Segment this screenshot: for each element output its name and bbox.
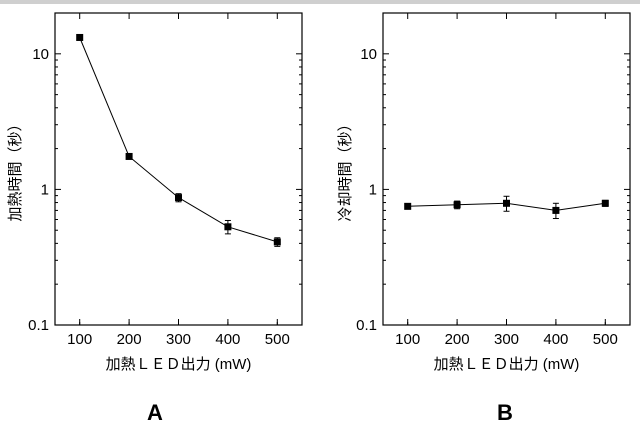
y-tick-label: 1 bbox=[369, 181, 377, 198]
data-point bbox=[552, 207, 559, 214]
data-point bbox=[503, 200, 510, 207]
x-tick-label: 300 bbox=[494, 331, 519, 348]
x-tick-label: 100 bbox=[67, 331, 92, 348]
x-axis-label: 加熱ＬＥＤ出力 (mW) bbox=[106, 356, 252, 373]
data-point bbox=[454, 201, 461, 208]
x-tick-label: 400 bbox=[215, 331, 240, 348]
y-tick-label: 0.1 bbox=[28, 317, 49, 334]
x-tick-label: 300 bbox=[166, 331, 191, 348]
y-axis-label: 冷却時間（秒） bbox=[337, 116, 354, 221]
y-tick-label: 10 bbox=[360, 46, 377, 63]
data-point bbox=[224, 223, 231, 230]
data-point bbox=[175, 194, 182, 201]
chart-panel-b: 100 200 300 400 500 0.1 1 10 加熱ＬＥＤ出力 (mW) 冷却時間（秒）… bbox=[337, 13, 630, 425]
data-point bbox=[126, 153, 133, 160]
series-line bbox=[80, 38, 278, 242]
y-tick-label: 0.1 bbox=[356, 317, 377, 334]
plot-frame bbox=[383, 13, 630, 325]
y-axis-label: 加熱時間（秒） bbox=[7, 116, 24, 221]
x-tick-label: 500 bbox=[593, 331, 618, 348]
x-tick-label: 200 bbox=[445, 331, 470, 348]
panel-label: B bbox=[497, 400, 513, 425]
x-tick-label: 200 bbox=[117, 331, 142, 348]
plot-frame bbox=[55, 13, 302, 325]
data-point bbox=[274, 238, 281, 245]
x-tick-label: 400 bbox=[543, 331, 568, 348]
data-point bbox=[602, 200, 609, 207]
x-tick-label: 500 bbox=[265, 331, 290, 348]
y-tick-label: 10 bbox=[32, 46, 49, 63]
chart-panel-a: 100 200 300 400 500 0.1 1 10 加熱ＬＥＤ出力 (mW) 加熱時間（秒）… bbox=[7, 13, 302, 425]
data-point bbox=[404, 203, 411, 210]
panel-label: A bbox=[147, 400, 163, 425]
x-axis-label: 加熱ＬＥＤ出力 (mW) bbox=[434, 356, 580, 373]
data-point bbox=[76, 34, 83, 41]
x-tick-label: 100 bbox=[395, 331, 420, 348]
y-tick-label: 1 bbox=[41, 181, 49, 198]
